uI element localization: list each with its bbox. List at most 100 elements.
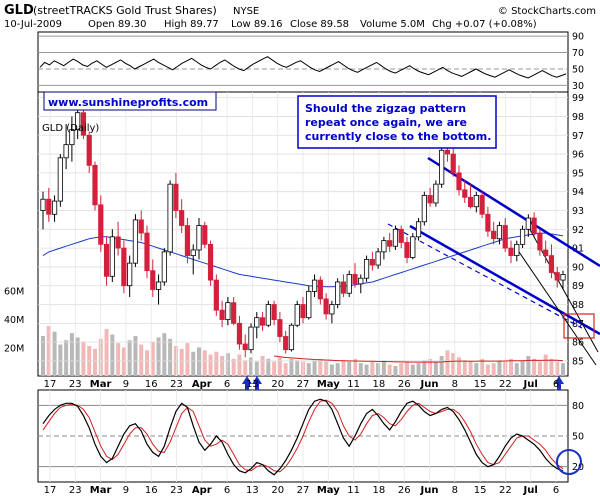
x-axis-tick-label: Mar bbox=[90, 485, 112, 496]
x-axis-tick-label: 20 bbox=[271, 379, 284, 390]
volume-tick-label: 40M bbox=[4, 315, 24, 326]
x-axis-tick-label: Jul bbox=[523, 485, 538, 496]
candle-body bbox=[219, 309, 225, 320]
close-label: Close 89.58 bbox=[290, 19, 349, 30]
exchange-label: NYSE bbox=[233, 6, 259, 17]
volume-bar bbox=[543, 354, 548, 376]
x-axis-tick-label: 13 bbox=[246, 379, 259, 390]
x-axis-tick-label: 20 bbox=[271, 485, 284, 496]
candle-body bbox=[473, 195, 479, 208]
top-indicator-line bbox=[39, 56, 567, 79]
x-axis-tick-label: 18 bbox=[373, 485, 386, 496]
candle-body bbox=[410, 236, 416, 258]
price-tick-label: 97 bbox=[572, 131, 584, 142]
volume-bar bbox=[451, 353, 456, 376]
price-tick-label: 93 bbox=[572, 206, 584, 217]
price-tick-label: 85 bbox=[572, 356, 584, 367]
x-axis-tick-label: 11 bbox=[347, 379, 360, 390]
candle-body bbox=[404, 242, 410, 258]
volume-bar bbox=[104, 328, 109, 376]
volume-bar bbox=[58, 344, 63, 376]
volume-bar bbox=[353, 358, 357, 376]
candle-body bbox=[375, 251, 381, 266]
candle-body bbox=[132, 219, 139, 264]
volume-bar bbox=[485, 364, 490, 376]
volume-bar bbox=[208, 354, 213, 376]
annotation-box bbox=[297, 95, 497, 149]
volume-bar bbox=[549, 358, 554, 376]
candle-body bbox=[190, 249, 196, 257]
copyright-label: © StockCharts.com bbox=[498, 6, 596, 17]
volume-bar bbox=[410, 364, 415, 376]
x-axis-tick-label: 8 bbox=[452, 379, 458, 390]
price-tick-label: 89 bbox=[572, 281, 584, 292]
candle-body bbox=[346, 274, 352, 294]
volume-bar bbox=[237, 354, 242, 376]
x-axis-tick-label: 23 bbox=[69, 485, 82, 496]
x-axis-tick-label: 17 bbox=[44, 379, 57, 390]
date-label: 10-Jul-2009 bbox=[4, 19, 62, 30]
volume-bar bbox=[295, 360, 300, 376]
top-tick-label: 70 bbox=[572, 48, 584, 59]
x-axis-tick-label: 6 bbox=[553, 379, 559, 390]
candle-body bbox=[40, 198, 46, 211]
volume-bar bbox=[64, 340, 69, 376]
volume-bar bbox=[127, 340, 132, 376]
candle-body bbox=[450, 153, 456, 174]
volume-bar bbox=[329, 364, 334, 376]
volume-bar bbox=[225, 353, 230, 376]
volume-bar bbox=[457, 357, 461, 376]
stochastic-tick-label: 80 bbox=[572, 401, 584, 412]
candle-body bbox=[502, 225, 508, 249]
annotation-line-2: repeat once again, we are bbox=[305, 116, 467, 129]
x-axis-tick-label: 6 bbox=[553, 485, 559, 496]
volume-bar bbox=[150, 341, 155, 376]
price-tick-label: 99 bbox=[572, 93, 584, 104]
candle-body bbox=[288, 324, 295, 351]
volume-bar bbox=[347, 361, 352, 376]
candle-body bbox=[63, 144, 69, 159]
x-axis-tick-label: 15 bbox=[474, 485, 487, 496]
volume-bar bbox=[364, 364, 369, 376]
volume-bar bbox=[121, 347, 126, 376]
candle-body bbox=[427, 195, 433, 204]
candle-body bbox=[317, 279, 323, 300]
volume-bar bbox=[231, 358, 236, 376]
volume-bar bbox=[260, 356, 265, 376]
volume-bar bbox=[387, 364, 392, 376]
candle-body bbox=[323, 298, 329, 315]
candle-body bbox=[75, 112, 81, 131]
volume-bar bbox=[69, 333, 74, 376]
x-axis-tick-label: 26 bbox=[398, 485, 411, 496]
candle-body bbox=[179, 210, 185, 226]
candle-body bbox=[508, 247, 514, 257]
x-axis-tick-label: Jun bbox=[420, 379, 439, 390]
high-label: High 89.77 bbox=[164, 19, 219, 30]
volume-bar bbox=[341, 360, 346, 376]
price-tick-label: 98 bbox=[572, 112, 584, 123]
price-panel-label: GLD (Daily) bbox=[42, 123, 99, 134]
x-axis-tick-label: 23 bbox=[69, 379, 82, 390]
x-axis-tick-label: 26 bbox=[398, 379, 411, 390]
x-axis-tick-label: May bbox=[317, 485, 340, 496]
annotation-line-3: currently close to the bottom. bbox=[305, 130, 491, 143]
arrow-up-icon bbox=[554, 376, 564, 390]
channel-dashed-line bbox=[387, 223, 583, 329]
x-axis-tick-label: 23 bbox=[170, 379, 183, 390]
candle-body bbox=[51, 200, 58, 215]
candle-body bbox=[543, 249, 549, 257]
candle-body bbox=[46, 198, 52, 215]
x-axis-tick-label: 16 bbox=[145, 485, 158, 496]
volume-bar bbox=[468, 361, 473, 376]
candle-body bbox=[560, 274, 566, 281]
price-tick-label: 95 bbox=[572, 168, 584, 179]
volume-label: Volume 5.0M bbox=[360, 19, 425, 30]
volume-bar bbox=[324, 361, 329, 376]
candle-body bbox=[363, 258, 370, 279]
annotation-line-1: Should the zigzag pattern bbox=[305, 102, 466, 115]
candle-body bbox=[479, 195, 485, 215]
x-axis-tick-label: 9 bbox=[123, 485, 129, 496]
volume-bar bbox=[249, 357, 253, 376]
